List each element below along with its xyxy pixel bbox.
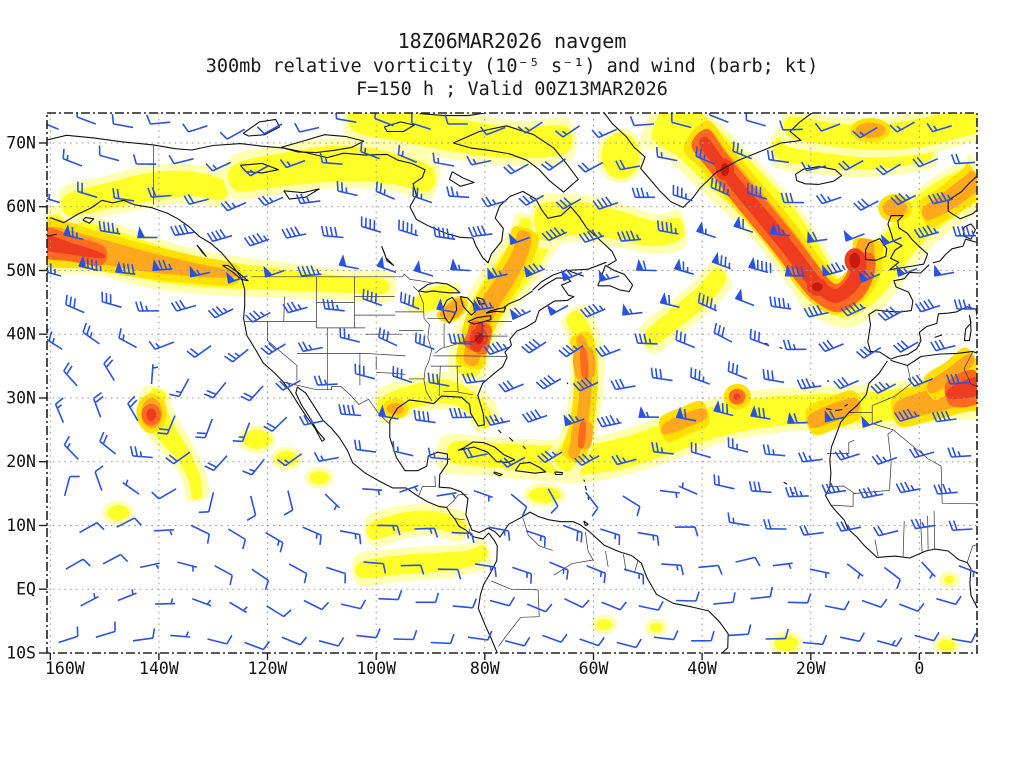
- lon-axis-label: 120W: [248, 659, 288, 678]
- title-run-line: 18Z06MAR2026 navgem: [398, 29, 627, 53]
- wind-barb-layer: [47, 113, 977, 651]
- lat-axis-label: 40N: [6, 325, 36, 344]
- map-frame: [46, 112, 978, 654]
- vorticity-fill-layer: [47, 113, 977, 653]
- lat-axis-label: 20N: [6, 452, 36, 471]
- lon-axis-label: 0: [914, 659, 924, 678]
- lat-axis-label: 10N: [6, 516, 36, 535]
- lat-axis-label: EQ: [16, 580, 36, 599]
- title-valid-line: F=150 h ; Valid 00Z13MAR2026: [356, 79, 668, 100]
- lat-axis-label: 50N: [6, 261, 36, 280]
- lat-axis-label: 30N: [6, 389, 36, 408]
- lon-axis-label: 100W: [356, 659, 396, 678]
- wind-barb-staffs: [47, 113, 977, 651]
- political-borders-layer: [153, 144, 977, 647]
- lon-axis-label: 60W: [579, 659, 609, 678]
- lat-axis-label: 10S: [6, 644, 36, 663]
- lon-axis-label: 20W: [796, 659, 826, 678]
- title-field-line: 300mb relative vorticity (10⁻⁵ s⁻¹) and …: [206, 56, 819, 77]
- axis-labels: 70N 60N 50N 40N 30N 20N 10N EQ 10S 160W 140W 120W 10…: [6, 134, 924, 679]
- lon-axis-label: 160W: [45, 659, 85, 678]
- lon-axis-label: 40W: [687, 659, 717, 678]
- lat-axis-label: 70N: [6, 134, 36, 153]
- lon-axis-label: 80W: [470, 659, 500, 678]
- coastline-layer: [47, 113, 977, 653]
- map-generated-content: 70N 60N 50N 40N 30N 20N 10N EQ 10S 160W 140W 120W 10…: [6, 112, 978, 679]
- lon-axis-label: 140W: [139, 659, 179, 678]
- wind-barb-pennants: [47, 215, 943, 428]
- lat-axis-label: 60N: [6, 197, 36, 216]
- axis-ticks: [39, 142, 921, 660]
